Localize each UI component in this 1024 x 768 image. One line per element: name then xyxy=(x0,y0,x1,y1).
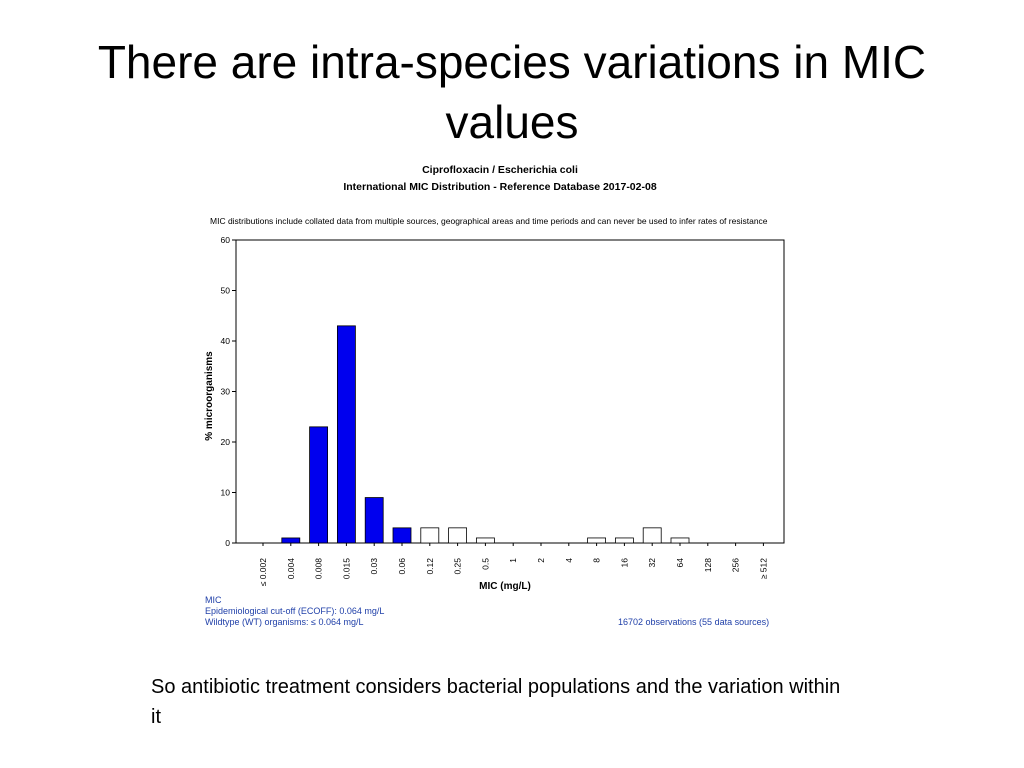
x-tick-label: 0.06 xyxy=(397,558,407,575)
x-tick-label: ≤ 0.002 xyxy=(258,558,268,587)
x-tick-label: 64 xyxy=(675,558,685,568)
x-tick-label: 2 xyxy=(536,558,546,563)
bar xyxy=(309,426,329,544)
chart-subtitle: International MIC Distribution - Referen… xyxy=(343,181,657,193)
x-tick-label: 16 xyxy=(619,558,629,568)
bar xyxy=(448,527,468,544)
y-tick-label: 50 xyxy=(221,286,231,296)
x-tick-label: 0.004 xyxy=(286,558,296,580)
x-tick-label: 32 xyxy=(647,558,657,568)
bar xyxy=(587,537,606,544)
x-tick-label: 0.12 xyxy=(425,558,435,575)
x-tick-label: 256 xyxy=(731,558,741,572)
y-tick-label: 0 xyxy=(225,538,230,548)
chart-disclaimer-note: MIC distributions include collated data … xyxy=(210,216,768,226)
y-axis-label: % microorganisms xyxy=(204,351,215,441)
slide-caption: So antibiotic treatment considers bacter… xyxy=(151,676,841,728)
bar xyxy=(475,537,495,544)
x-tick-label: 0.25 xyxy=(453,558,463,575)
slide-title: There are intra-species variations in MI… xyxy=(97,36,927,148)
x-tick-label: 0.008 xyxy=(314,558,324,580)
bar xyxy=(392,527,412,544)
x-tick-label: 4 xyxy=(564,558,574,563)
bar xyxy=(420,527,440,544)
x-tick-label: 1 xyxy=(508,558,518,563)
x-tick-label: 128 xyxy=(703,558,713,572)
x-tick-label: 0.015 xyxy=(341,558,351,580)
footer-mic-label: MIC xyxy=(205,595,222,605)
x-tick-label: 0.03 xyxy=(369,558,379,575)
bars xyxy=(281,325,690,544)
bar xyxy=(364,497,384,544)
bar xyxy=(670,537,690,544)
bar xyxy=(281,537,301,544)
bar xyxy=(642,527,662,544)
x-tick-label: 8 xyxy=(592,558,602,563)
x-axis-label: MIC (mg/L) xyxy=(479,581,531,592)
y-axis: 0 10 20 30 40 50 60 xyxy=(221,235,236,548)
x-tick-label: 0.5 xyxy=(480,558,490,570)
footer-ecoff: Epidemiological cut-off (ECOFF): 0.064 m… xyxy=(205,606,385,616)
footer-observations: 16702 observations (55 data sources) xyxy=(618,617,770,627)
x-tick-label: ≥ 512 xyxy=(758,558,768,579)
y-tick-label: 20 xyxy=(221,437,231,447)
y-tick-label: 60 xyxy=(221,235,231,245)
x-axis: ≤ 0.002 0.004 0.008 0.015 0.03 0.06 0.12 0.25 0.… xyxy=(258,543,768,586)
chart-title: Ciprofloxacin / Escherichia coli xyxy=(422,164,578,176)
bar xyxy=(336,325,356,544)
footer-wildtype: Wildtype (WT) organisms: ≤ 0.064 mg/L xyxy=(205,617,364,627)
y-tick-label: 10 xyxy=(221,488,231,498)
y-tick-label: 40 xyxy=(221,336,231,346)
y-tick-label: 30 xyxy=(221,387,231,397)
bar xyxy=(615,537,634,544)
